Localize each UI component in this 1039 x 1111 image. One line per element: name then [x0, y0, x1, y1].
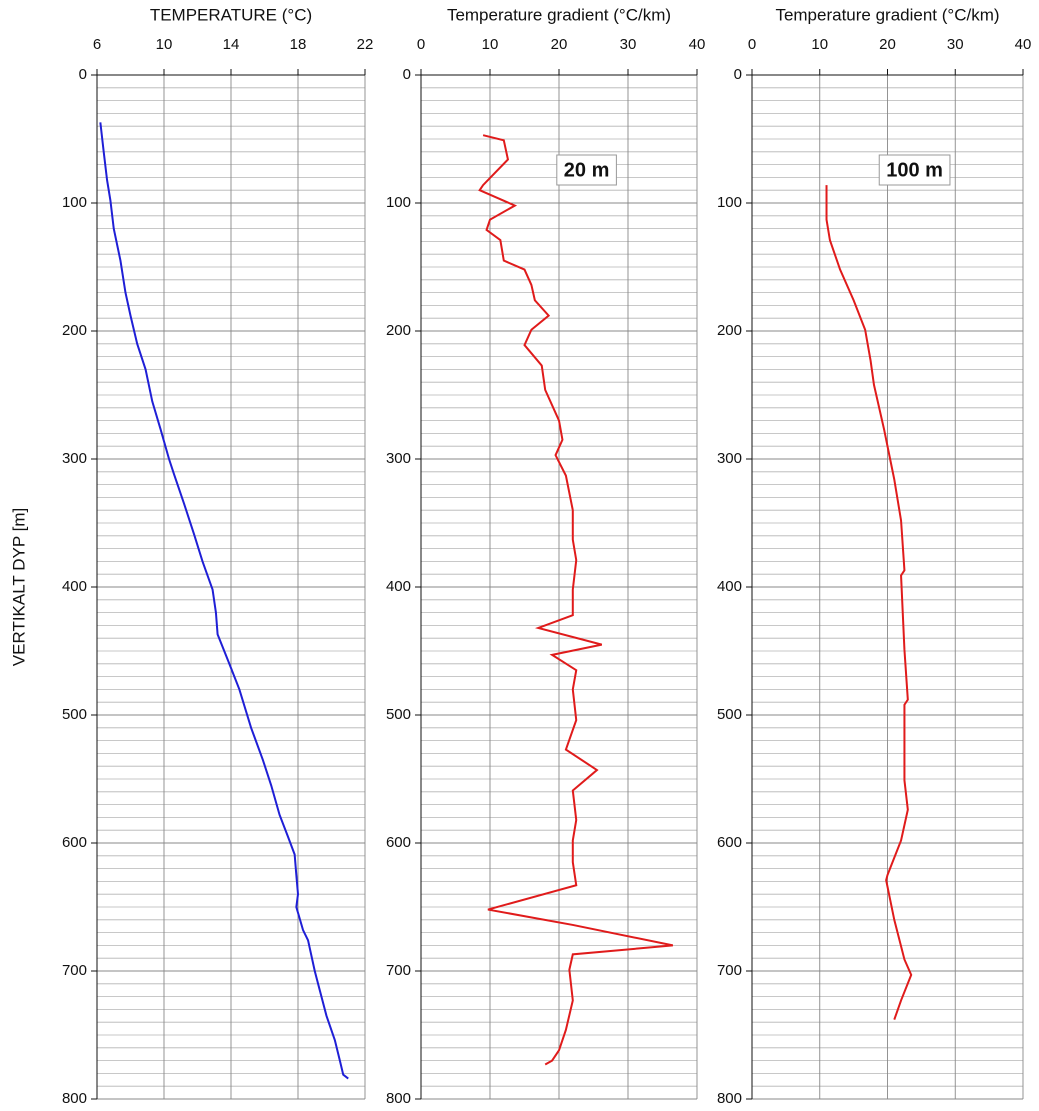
x-tick-label: 0	[417, 36, 425, 53]
y-tick-label: 0	[79, 66, 87, 83]
panel-title: Temperature gradient (°C/km)	[775, 5, 999, 24]
x-tick-label: 40	[1015, 36, 1032, 53]
y-tick-label: 100	[386, 194, 411, 211]
y-tick-label: 200	[62, 322, 87, 339]
y-tick-label: 400	[386, 578, 411, 595]
y-tick-label: 700	[62, 962, 87, 979]
y-tick-label: 200	[717, 322, 742, 339]
panel-title: Temperature gradient (°C/km)	[447, 5, 671, 24]
y-tick-label: 400	[717, 578, 742, 595]
x-tick-label: 20	[879, 36, 896, 53]
y-tick-label: 100	[717, 194, 742, 211]
x-tick-label: 14	[223, 36, 240, 53]
y-tick-label: 300	[62, 450, 87, 467]
y-tick-label: 300	[386, 450, 411, 467]
annotation-box	[556, 154, 617, 186]
y-tick-label: 700	[386, 962, 411, 979]
y-tick-label: 800	[62, 1090, 87, 1107]
x-tick-label: 0	[748, 36, 756, 53]
x-tick-label: 6	[93, 36, 101, 53]
y-tick-label: 0	[403, 66, 411, 83]
x-tick-label: 30	[947, 36, 964, 53]
data-line	[478, 134, 674, 1066]
data-line	[825, 185, 913, 1020]
annotation-box	[878, 154, 951, 186]
data-line	[99, 122, 349, 1080]
x-tick-label: 20	[551, 36, 568, 53]
y-axis-label: VERTIKALT DYP [m]	[9, 508, 28, 666]
annotation: 20 m	[564, 159, 610, 181]
panel-title: TEMPERATURE (°C)	[150, 5, 312, 24]
y-tick-label: 600	[386, 834, 411, 851]
y-tick-label: 400	[62, 578, 87, 595]
y-tick-label: 600	[717, 834, 742, 851]
x-tick-label: 10	[482, 36, 499, 53]
y-tick-label: 100	[62, 194, 87, 211]
x-tick-label: 10	[811, 36, 828, 53]
y-tick-label: 600	[62, 834, 87, 851]
y-tick-label: 700	[717, 962, 742, 979]
y-tick-label: 500	[62, 706, 87, 723]
y-tick-label: 300	[717, 450, 742, 467]
y-tick-label: 800	[717, 1090, 742, 1107]
x-tick-label: 18	[290, 36, 307, 53]
x-tick-label: 22	[357, 36, 374, 53]
y-tick-label: 500	[386, 706, 411, 723]
y-tick-label: 500	[717, 706, 742, 723]
y-tick-label: 200	[386, 322, 411, 339]
y-tick-label: 0	[734, 66, 742, 83]
x-tick-label: 10	[156, 36, 173, 53]
x-tick-label: 40	[689, 36, 706, 53]
x-tick-label: 30	[620, 36, 637, 53]
annotation: 100 m	[886, 159, 943, 181]
y-tick-label: 800	[386, 1090, 411, 1107]
